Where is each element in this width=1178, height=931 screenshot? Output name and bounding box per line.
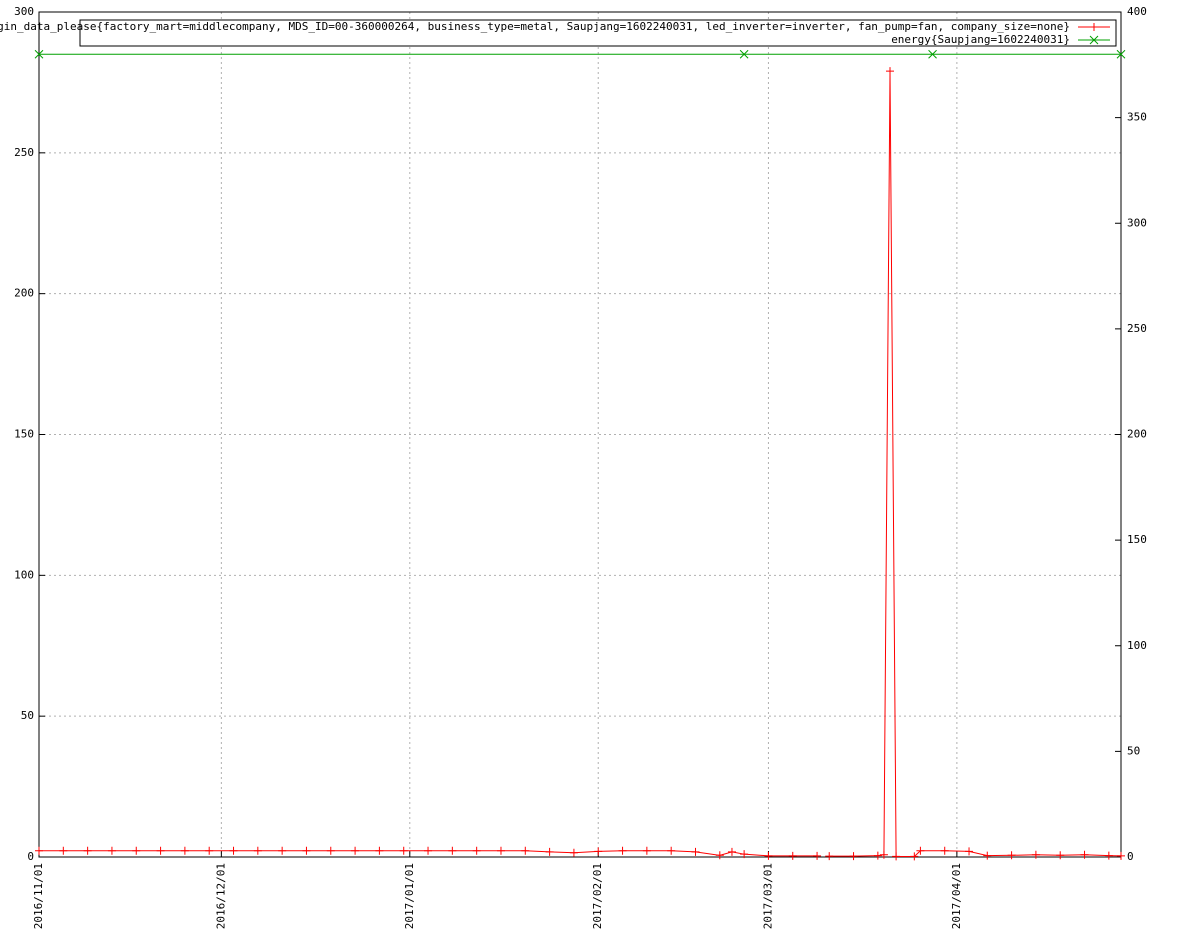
legend-box <box>79 19 1117 47</box>
x-tick-label: 2017/04/01 <box>950 863 963 929</box>
data-point <box>326 846 335 855</box>
x-tick-label: 2016/11/01 <box>32 863 45 929</box>
data-point <box>521 846 530 855</box>
x-tick-label: 2016/12/01 <box>214 863 227 929</box>
plot-border <box>38 11 1122 858</box>
data-point <box>1117 851 1125 860</box>
data-point <box>399 846 408 855</box>
data-point <box>594 847 603 856</box>
y2-tick-label: 400 <box>1127 5 1147 18</box>
data-point <box>740 850 749 859</box>
x-tick-label: 2017/02/01 <box>591 863 604 929</box>
data-point <box>916 846 925 855</box>
data-point <box>180 846 189 855</box>
series-line <box>39 71 1122 857</box>
data-point <box>715 851 724 860</box>
data-point <box>928 49 937 59</box>
data-point <box>879 850 888 859</box>
data-point <box>35 846 43 855</box>
legend-label: origin_data_please{factory_mart=middleco… <box>0 20 1070 33</box>
data-point <box>1031 850 1040 859</box>
y2-tick-label: 100 <box>1127 639 1147 652</box>
y-tick-label: 50 <box>21 709 34 722</box>
data-point <box>569 848 578 857</box>
data-point <box>205 846 214 855</box>
legend-marker <box>1090 23 1098 31</box>
data-point <box>1007 851 1016 860</box>
y-tick-label: 100 <box>14 568 34 581</box>
legend-label: energy{Saupjang=1602240031} <box>891 33 1070 46</box>
y2-tick-label: 250 <box>1127 322 1147 335</box>
data-point <box>229 846 238 855</box>
y-tick-label: 150 <box>14 428 34 441</box>
data-point <box>545 847 554 856</box>
data-point <box>1116 49 1126 59</box>
x-tick-label: 2017/03/01 <box>761 863 774 929</box>
data-point <box>107 846 116 855</box>
data-point <box>132 846 141 855</box>
y2-tick-label: 0 <box>1127 850 1134 863</box>
y-tick-label: 0 <box>27 850 34 863</box>
data-point <box>727 847 736 856</box>
data-point <box>448 846 457 855</box>
data-point <box>1056 851 1065 860</box>
data-point <box>1080 850 1089 859</box>
data-point <box>83 846 92 855</box>
legend: origin_data_please{factory_mart=middleco… <box>0 19 1117 47</box>
data-point <box>965 847 974 856</box>
data-point <box>253 846 262 855</box>
data-point <box>764 851 773 860</box>
data-point <box>873 851 882 860</box>
data-point <box>351 846 360 855</box>
data-point <box>642 846 651 855</box>
data-point <box>849 852 858 861</box>
data-point <box>825 852 834 861</box>
data-point <box>424 846 433 855</box>
y2-tick-label: 50 <box>1127 744 1140 757</box>
y-tick-label: 300 <box>14 5 34 18</box>
x-tick-label: 2017/01/01 <box>403 863 416 929</box>
data-point <box>983 851 992 860</box>
y2-tick-label: 300 <box>1127 216 1147 229</box>
legend-marker <box>1089 35 1099 45</box>
data-point <box>892 852 901 861</box>
data-point <box>59 846 68 855</box>
data-point <box>940 846 949 855</box>
data-point <box>691 847 700 856</box>
data-point <box>34 49 44 59</box>
y2-tick-label: 350 <box>1127 111 1147 124</box>
data-point <box>618 846 627 855</box>
y2-tick-label: 200 <box>1127 428 1147 441</box>
data-point <box>739 49 749 59</box>
y2-tick-label: 150 <box>1127 533 1147 546</box>
y-tick-label: 200 <box>14 287 34 300</box>
data-point <box>910 852 919 861</box>
data-point <box>667 846 676 855</box>
data-point <box>496 846 505 855</box>
data-point <box>278 846 287 855</box>
data-point <box>302 846 311 855</box>
data-point <box>375 846 384 855</box>
data-point <box>156 846 165 855</box>
data-point <box>886 67 895 76</box>
data-point <box>788 851 797 860</box>
y-tick-label: 250 <box>14 146 34 159</box>
data-point <box>1104 851 1113 860</box>
data-point <box>472 846 481 855</box>
data-point <box>813 851 822 860</box>
